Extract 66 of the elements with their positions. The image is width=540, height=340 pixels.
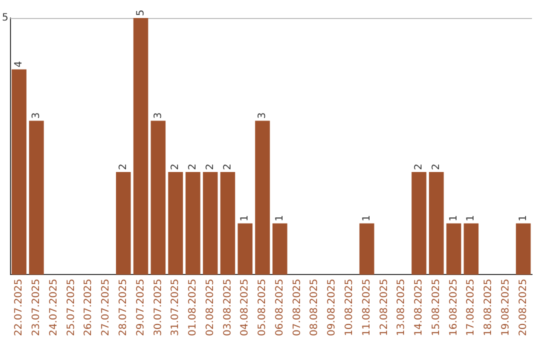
bar [412,172,426,275]
x-tick-label: 08.08.2025 [309,278,320,336]
bar [116,172,131,275]
data-label: 2 [204,164,216,170]
x-tick-label: 12.08.2025 [378,278,390,336]
x-tick-label: 05.08.2025 [257,278,268,336]
bar [150,120,166,275]
x-tick-label: 31.07.2025 [170,278,182,336]
data-label: 3 [152,112,164,119]
data-label: 3 [31,112,42,119]
bar [255,120,270,275]
x-tick-label: 27.07.2025 [100,278,112,336]
x-tick-label: 17.08.2025 [466,278,477,336]
x-tick-label: 14.08.2025 [414,278,425,336]
bar [238,223,252,275]
data-label: 1 [274,215,286,222]
data-label: 1 [240,215,251,222]
data-label: 1 [518,215,529,222]
data-label: 2 [414,164,425,170]
x-tick-label: 03.08.2025 [222,278,234,336]
x-tick-label: 25.07.2025 [66,278,77,336]
data-label: 2 [188,164,199,170]
x-tick-label: 30.07.2025 [152,278,164,336]
x-tick-label: 20.08.2025 [518,278,529,336]
bar [516,223,531,275]
data-label: 1 [361,215,372,222]
bar [272,223,288,275]
x-tick-label: 26.07.2025 [83,278,94,336]
x-tick-label: 13.08.2025 [396,278,408,336]
bar [428,172,444,275]
data-label: 4 [14,60,25,68]
bar [359,223,374,275]
x-tick-label: 10.08.2025 [344,278,356,336]
data-label: 1 [466,215,477,222]
bar [186,172,200,275]
x-tick-label: 28.07.2025 [118,278,129,336]
x-tick-label: 01.08.2025 [188,278,199,336]
x-tick-label: 11.08.2025 [361,278,372,336]
bar [202,172,218,275]
data-label: 1 [448,215,460,222]
x-tick-label: 23.07.2025 [31,278,42,336]
x-tick-label: 29.07.2025 [135,278,146,336]
x-tick-label: 06.08.2025 [274,278,286,336]
x-tick-label: 02.08.2025 [204,278,216,336]
x-tick-label: 19.08.2025 [500,278,512,336]
x-tick-label: 07.08.2025 [292,278,303,336]
x-tick-label: 24.07.2025 [48,278,60,336]
data-label: 2 [170,164,182,170]
bar [168,172,183,275]
bar [446,223,462,275]
data-label: 2 [222,164,234,170]
data-label: 3 [257,112,268,119]
bar [220,172,236,275]
x-tick-label: 22.07.2025 [14,278,25,336]
x-tick-label: 09.08.2025 [326,278,338,336]
x-tick-label: 04.08.2025 [240,278,251,336]
bar [464,223,479,275]
bar [29,120,44,275]
data-label: 5 [135,10,146,16]
bar [133,18,148,275]
x-tick-label: 18.08.2025 [483,278,494,336]
bar [12,69,26,275]
x-tick-label: 16.08.2025 [448,278,460,336]
data-label: 2 [430,164,442,170]
data-label: 2 [118,164,129,170]
x-tick-label: 15.08.2025 [430,278,442,336]
